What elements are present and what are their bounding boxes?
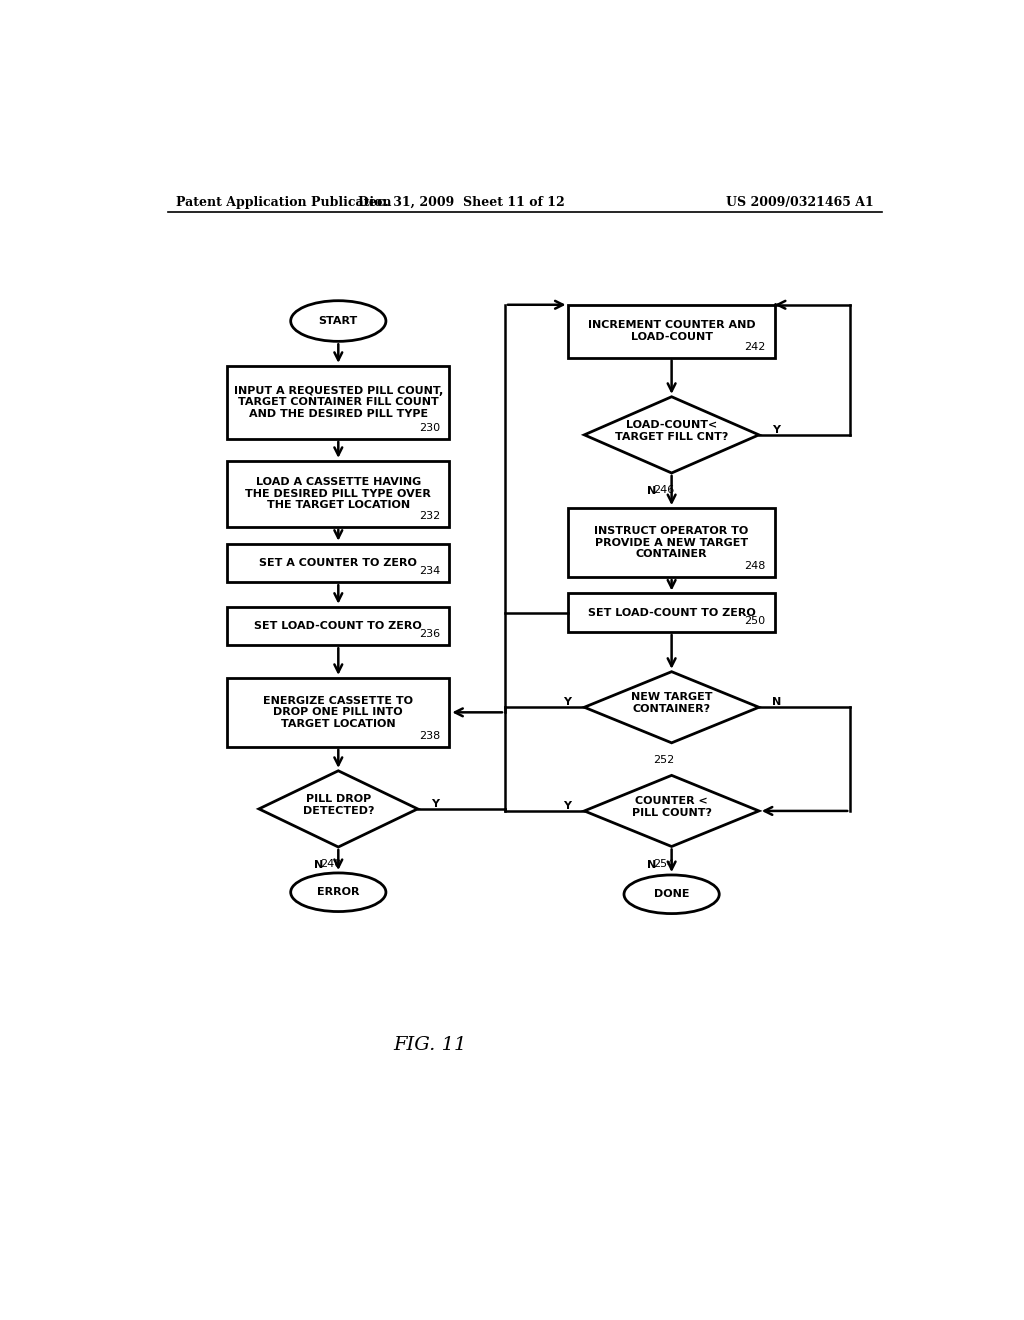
- Text: LOAD-COUNT<
TARGET FILL CNT?: LOAD-COUNT< TARGET FILL CNT?: [615, 420, 728, 442]
- Text: 232: 232: [419, 511, 440, 521]
- Text: COUNTER <
PILL COUNT?: COUNTER < PILL COUNT?: [632, 796, 712, 817]
- Ellipse shape: [291, 301, 386, 342]
- Text: N: N: [772, 697, 781, 708]
- Text: NEW TARGET
CONTAINER?: NEW TARGET CONTAINER?: [631, 693, 713, 714]
- FancyBboxPatch shape: [227, 461, 450, 527]
- FancyBboxPatch shape: [568, 594, 775, 632]
- Text: 230: 230: [419, 422, 440, 433]
- Text: Dec. 31, 2009  Sheet 11 of 12: Dec. 31, 2009 Sheet 11 of 12: [358, 195, 564, 209]
- Ellipse shape: [291, 873, 386, 912]
- Polygon shape: [585, 397, 759, 473]
- Text: SET A COUNTER TO ZERO: SET A COUNTER TO ZERO: [259, 558, 417, 568]
- Polygon shape: [259, 771, 418, 847]
- Text: INPUT A REQUESTED PILL COUNT,
TARGET CONTAINER FILL COUNT
AND THE DESIRED PILL T: INPUT A REQUESTED PILL COUNT, TARGET CON…: [233, 385, 443, 418]
- Text: LOAD A CASSETTE HAVING
THE DESIRED PILL TYPE OVER
THE TARGET LOCATION: LOAD A CASSETTE HAVING THE DESIRED PILL …: [246, 478, 431, 511]
- Text: 246: 246: [653, 486, 675, 495]
- Text: 250: 250: [744, 616, 765, 626]
- Polygon shape: [585, 672, 759, 743]
- Text: PILL DROP
DETECTED?: PILL DROP DETECTED?: [302, 795, 374, 816]
- Polygon shape: [585, 775, 759, 846]
- Text: Y: Y: [772, 425, 780, 434]
- FancyBboxPatch shape: [227, 544, 450, 582]
- FancyBboxPatch shape: [568, 508, 775, 577]
- Text: 236: 236: [419, 630, 440, 639]
- Text: DONE: DONE: [654, 890, 689, 899]
- Text: 240: 240: [319, 859, 341, 869]
- Text: 242: 242: [743, 342, 765, 351]
- Text: N: N: [313, 861, 324, 870]
- Text: Patent Application Publication: Patent Application Publication: [176, 195, 391, 209]
- Text: FIG. 11: FIG. 11: [393, 1036, 466, 1053]
- Text: 238: 238: [419, 731, 440, 741]
- Text: 254: 254: [653, 859, 675, 869]
- Text: INCREMENT COUNTER AND
LOAD-COUNT: INCREMENT COUNTER AND LOAD-COUNT: [588, 321, 756, 342]
- Text: ENERGIZE CASSETTE TO
DROP ONE PILL INTO
TARGET LOCATION: ENERGIZE CASSETTE TO DROP ONE PILL INTO …: [263, 696, 414, 729]
- FancyBboxPatch shape: [568, 305, 775, 358]
- Text: N: N: [647, 486, 656, 496]
- Text: SET LOAD-COUNT TO ZERO: SET LOAD-COUNT TO ZERO: [254, 620, 422, 631]
- Text: US 2009/0321465 A1: US 2009/0321465 A1: [726, 195, 873, 209]
- FancyBboxPatch shape: [227, 607, 450, 645]
- Text: ERROR: ERROR: [317, 887, 359, 898]
- Text: SET LOAD-COUNT TO ZERO: SET LOAD-COUNT TO ZERO: [588, 607, 756, 618]
- Text: 234: 234: [419, 566, 440, 576]
- FancyBboxPatch shape: [227, 366, 450, 440]
- Text: Y: Y: [563, 801, 570, 810]
- Text: START: START: [318, 315, 358, 326]
- Text: Y: Y: [563, 697, 570, 708]
- Text: 252: 252: [653, 755, 675, 766]
- FancyBboxPatch shape: [227, 677, 450, 747]
- Text: 248: 248: [743, 561, 765, 572]
- Text: N: N: [647, 859, 656, 870]
- Text: Y: Y: [431, 799, 439, 809]
- Ellipse shape: [624, 875, 719, 913]
- Text: INSTRUCT OPERATOR TO
PROVIDE A NEW TARGET
CONTAINER: INSTRUCT OPERATOR TO PROVIDE A NEW TARGE…: [595, 525, 749, 560]
